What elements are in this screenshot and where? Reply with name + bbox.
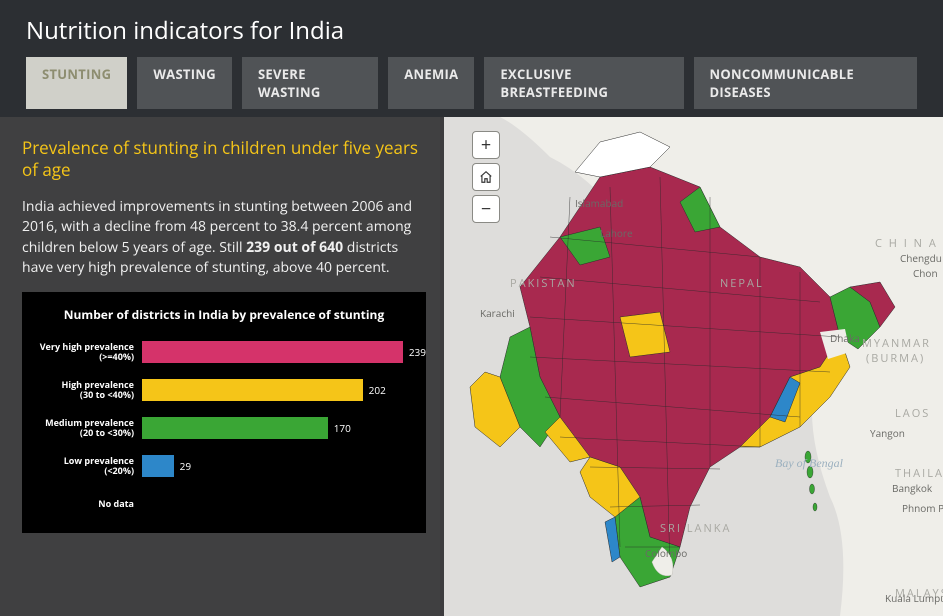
svg-text:Islamabad: Islamabad: [575, 196, 623, 210]
chart-title: Number of districts in India by prevalen…: [22, 306, 426, 337]
bar-track: [142, 493, 426, 515]
bar-fill: [142, 341, 403, 363]
bar-track: 29: [142, 455, 426, 477]
map-controls: + −: [472, 131, 500, 223]
bar-track: 170: [142, 417, 426, 439]
minus-icon: −: [481, 200, 491, 218]
bar-label: High prevalence(30 to <40%): [22, 380, 142, 402]
bar-label: Very high prevalence(>=40%): [22, 342, 142, 364]
plus-icon: +: [481, 136, 491, 154]
svg-text:PAKISTAN: PAKISTAN: [510, 276, 577, 291]
chart: Number of districts in India by prevalen…: [22, 292, 426, 533]
svg-text:Lahore: Lahore: [600, 226, 633, 240]
bar-value: 170: [334, 421, 351, 435]
svg-text:Baku: Baku: [250, 117, 273, 125]
bar-row: No data: [22, 489, 426, 519]
svg-text:Phnom P: Phnom P: [902, 501, 943, 515]
svg-text:SRI LANKA: SRI LANKA: [660, 521, 731, 536]
svg-text:Chon: Chon: [913, 266, 938, 280]
desc-bold: 239 out of 640: [246, 238, 343, 257]
page-title: Nutrition indicators for India: [0, 0, 943, 57]
svg-text:Dhaka: Dhaka: [830, 331, 860, 345]
svg-text:(BURMA): (BURMA): [866, 351, 925, 366]
bar-value: 202: [369, 383, 386, 397]
tab-noncommunicable-diseases[interactable]: NONCOMMUNICABLE DISEASES: [694, 57, 918, 109]
svg-text:Karachi: Karachi: [480, 306, 515, 320]
bar-label: Medium prevalence(20 to <30%): [22, 418, 142, 440]
svg-text:Colombo: Colombo: [645, 546, 687, 560]
tab-severe-wasting[interactable]: SEVERE WASTING: [242, 57, 378, 109]
tab-wasting[interactable]: WASTING: [137, 57, 232, 109]
svg-text:THAILAND: THAILAND: [895, 466, 943, 481]
tab-exclusive-breastfeeding[interactable]: EXCLUSIVE BREASTFEEDING: [484, 57, 683, 109]
svg-text:LAOS: LAOS: [895, 406, 930, 421]
bar-fill: [142, 379, 363, 401]
svg-text:MYANMAR: MYANMAR: [862, 336, 931, 351]
bar-row: High prevalence(30 to <40%) 202: [22, 375, 426, 405]
zoom-in-button[interactable]: +: [472, 131, 500, 159]
home-button[interactable]: [472, 163, 500, 191]
tabs: STUNTINGWASTINGSEVERE WASTINGANEMIAEXCLU…: [0, 57, 943, 117]
bar-row: Medium prevalence(20 to <30%) 170: [22, 413, 426, 443]
svg-text:Chengdu: Chengdu: [900, 251, 942, 265]
svg-text:NEPAL: NEPAL: [720, 276, 764, 291]
bar-track: 202: [142, 379, 426, 401]
content-area: PAKISTAN NEPAL C H I N A MYANMAR(BURMA) THAI…: [0, 117, 943, 616]
left-panel: TURKMENISTANSYRIAAFGHANISTANKISTANSOMALI…: [0, 117, 444, 616]
svg-text:C H I N A: C H I N A: [875, 236, 938, 251]
svg-text:Kuala Lumpur: Kuala Lumpur: [885, 591, 943, 605]
svg-text:Yangon: Yangon: [870, 426, 905, 440]
bar-track: 239: [142, 341, 426, 363]
svg-text:Bay of Bengal: Bay of Bengal: [775, 456, 844, 470]
panel-subtitle: Prevalence of stunting in children under…: [22, 137, 426, 181]
bar-value: 239: [409, 345, 426, 359]
bar-label: No data: [22, 499, 142, 510]
svg-text:Mogadishu: Mogadishu: [180, 596, 232, 610]
home-icon: [479, 170, 493, 184]
bar-fill: [142, 417, 328, 439]
zoom-out-button[interactable]: −: [472, 195, 500, 223]
bar-label: Low prevalence(<20%): [22, 456, 142, 478]
bar-row: Very high prevalence(>=40%) 239: [22, 337, 426, 367]
bar-fill: [142, 455, 174, 477]
bar-value: 29: [180, 459, 191, 473]
svg-text:Ankara: Ankara: [50, 117, 83, 130]
bar-row: Low prevalence(<20%) 29: [22, 451, 426, 481]
svg-text:Bangkok: Bangkok: [892, 481, 933, 495]
tab-anemia[interactable]: ANEMIA: [388, 57, 474, 109]
panel-description: India achieved improvements in stunting …: [22, 197, 426, 278]
tab-stunting[interactable]: STUNTING: [26, 57, 127, 109]
